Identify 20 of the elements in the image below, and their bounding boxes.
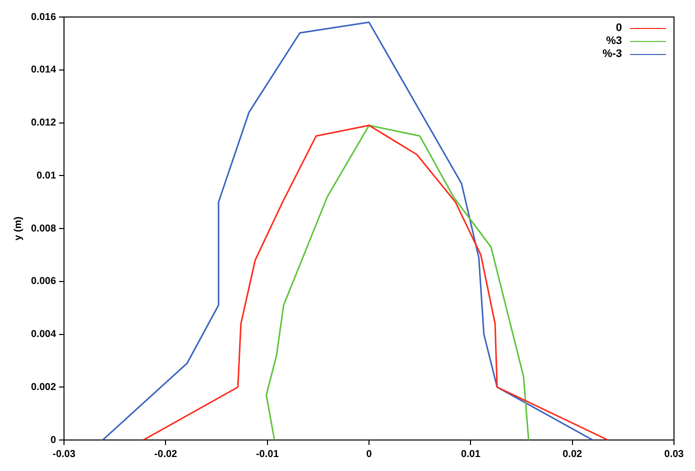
y-axis-title: y (m) [12, 216, 24, 240]
x-tick-label: 0.03 [664, 448, 684, 460]
y-tick-label: 0.004 [30, 329, 56, 340]
y-tick-label: 0.008 [30, 223, 56, 234]
y-tick-label: 0.016 [30, 12, 56, 23]
y-tick-label: 0 [50, 434, 56, 446]
y-tick-label: 0.006 [30, 276, 56, 288]
legend-label: 0 [616, 22, 622, 35]
y-tick-label: 0.002 [30, 382, 56, 393]
x-tick-label: -0.01 [256, 448, 280, 460]
x-tick-label: 0 [366, 448, 372, 460]
y-tick-label: 0.014 [30, 64, 56, 76]
x-tick-label: -0.03 [52, 448, 76, 460]
y-tick-label: 0.012 [30, 118, 56, 128]
y-tick-label: 0.01 [36, 170, 56, 182]
x-tick-label: 0.02 [562, 448, 583, 460]
legend-label: %-3 [602, 48, 622, 61]
legend-label: %3 [606, 35, 622, 48]
x-tick-label: 0.01 [460, 448, 481, 460]
x-tick-label: -0.02 [154, 448, 178, 460]
